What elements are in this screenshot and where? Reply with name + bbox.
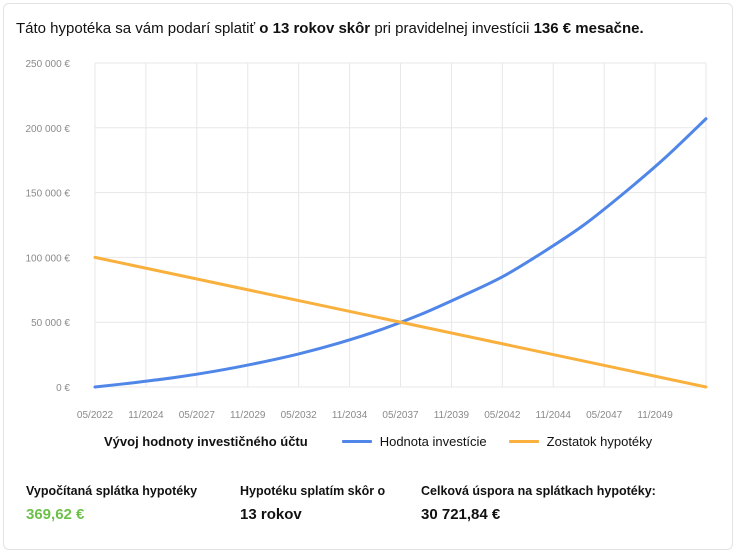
stat-monthly-payment: Vypočítaná splátka hypotéky 369,62 € (26, 484, 197, 523)
legend-label-mortgage: Zostatok hypotéky (546, 434, 653, 449)
x-tick-label: 11/2034 (332, 410, 368, 421)
headline-monthly-amount: 136 € mesačne. (533, 20, 644, 37)
stat-years-earlier: Hypotéku splatím skôr o 13 rokov (240, 484, 385, 523)
legend-swatch-mortgage (508, 440, 539, 443)
stat-label: Vypočítaná splátka hypotéky (26, 484, 198, 498)
x-tick-label: 05/2022 (77, 410, 114, 421)
legend-swatch-investment (341, 440, 372, 443)
headline-middle: pri pravidelnej investícii (374, 20, 530, 37)
x-tick-label: 05/2032 (281, 410, 318, 421)
headline-years-earlier: o 13 rokov skôr (259, 20, 371, 37)
result-headline: Táto hypotéka sa vám podarí splatiť o 13… (16, 20, 644, 37)
x-tick-label: 05/2027 (179, 410, 216, 421)
stat-total-savings: Celková úspora na splátkach hypotéky: 30… (421, 484, 656, 523)
stat-label: Hypotéku splatím skôr o (240, 484, 386, 498)
stat-value: 13 rokov (240, 506, 302, 523)
stat-label: Celková úspora na splátkach hypotéky: (421, 484, 656, 498)
x-tick-label: 11/2049 (637, 410, 673, 421)
legend-label-investment: Hodnota investície (379, 434, 487, 449)
x-tick-label: 05/2037 (382, 410, 419, 421)
x-tick-label: 11/2024 (128, 410, 164, 421)
x-tick-label: 05/2042 (484, 410, 521, 421)
series-line-mortgage (93, 255, 708, 389)
x-tick-label: 11/2039 (434, 410, 470, 421)
investment-chart: 0 € 50 000 € 100 000 € 150 000 € 200 000 € 25… (26, 59, 708, 421)
chart-legend: Vývoj hodnoty investičného účtu Hodnota … (104, 434, 674, 449)
calculator-card (3, 3, 733, 550)
y-tick-label: 200 000 € (26, 124, 71, 135)
y-tick-label: 100 000 € (26, 253, 71, 264)
y-tick-label: 50 000 € (31, 318, 70, 329)
y-tick-label: 150 000 € (26, 189, 71, 200)
legend-item-investment[interactable]: Hodnota investície (341, 434, 487, 449)
x-tick-label: 11/2044 (536, 410, 572, 421)
x-tick-label: 11/2029 (230, 410, 266, 421)
y-tick-label: 0 € (56, 383, 70, 394)
stat-value: 369,62 € (26, 506, 85, 523)
legend-title: Vývoj hodnoty investičného účtu (104, 434, 308, 449)
stat-value: 30 721,84 € (421, 506, 501, 523)
headline-prefix: Táto hypotéka sa vám podarí splatiť (16, 20, 256, 37)
legend-item-mortgage[interactable]: Zostatok hypotéky (508, 434, 653, 449)
y-tick-label: 250 000 € (26, 59, 71, 70)
x-tick-label: 05/2047 (586, 410, 623, 421)
